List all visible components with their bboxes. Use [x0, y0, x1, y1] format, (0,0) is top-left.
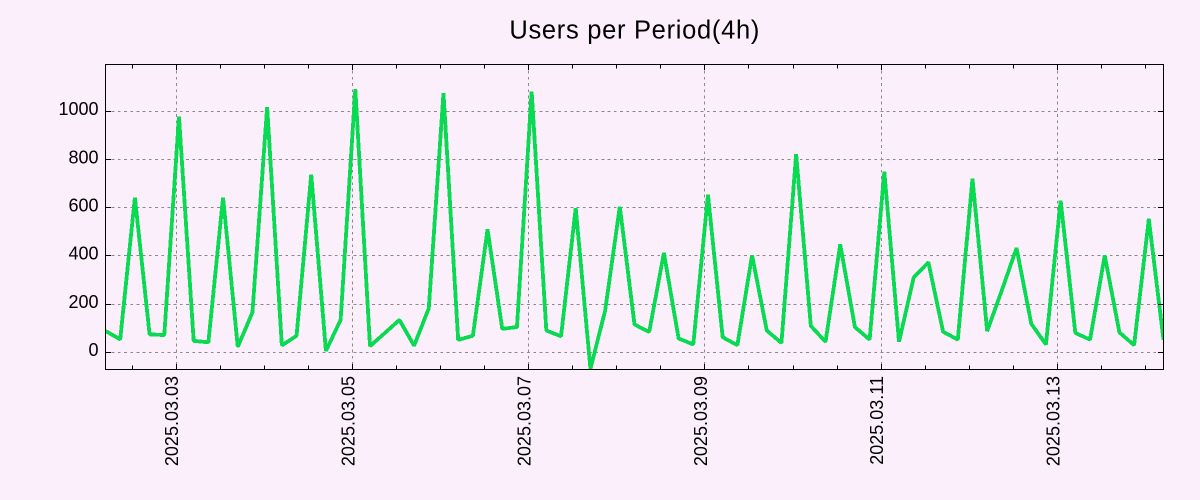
svg-text:800: 800	[68, 147, 98, 167]
svg-text:2025.03.09: 2025.03.09	[691, 376, 711, 466]
svg-text:2025.03.07: 2025.03.07	[515, 376, 535, 466]
svg-text:400: 400	[68, 244, 98, 264]
svg-text:200: 200	[68, 292, 98, 312]
svg-text:1000: 1000	[58, 99, 98, 119]
svg-text:2025.03.11: 2025.03.11	[867, 376, 887, 465]
svg-text:2025.03.13: 2025.03.13	[1044, 376, 1064, 466]
svg-text:0: 0	[88, 340, 98, 360]
svg-text:2025.03.05: 2025.03.05	[338, 376, 358, 466]
svg-text:2025.03.03: 2025.03.03	[162, 376, 182, 466]
svg-text:600: 600	[68, 196, 98, 216]
svg-text:Users per Period(4h): Users per Period(4h)	[509, 17, 760, 45]
